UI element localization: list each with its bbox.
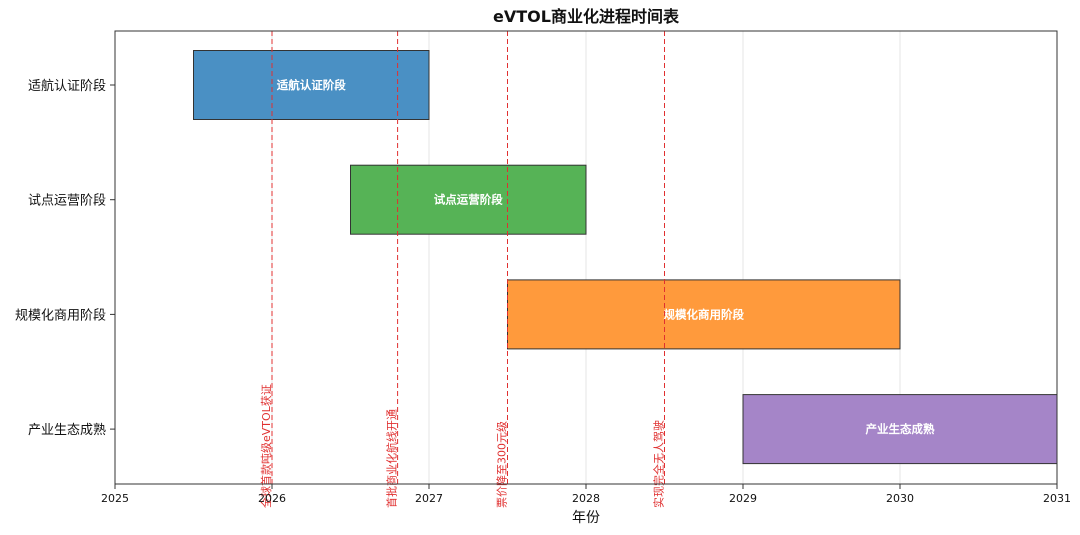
- y-tick-label-0: 适航认证阶段: [28, 78, 106, 94]
- x-tick-label-2031: 2031: [1043, 492, 1071, 505]
- x-tick-label-2028: 2028: [572, 492, 600, 505]
- milestone-label-2: 票价降至300元级: [495, 421, 509, 508]
- x-tick-label-2026: 2026: [258, 492, 286, 505]
- x-tick-label-2029: 2029: [729, 492, 757, 505]
- phase-bar-label-1: 试点运营阶段: [434, 193, 503, 207]
- x-axis: 2025 2026 2027 2028 2029 2030 2031: [101, 484, 1071, 505]
- phase-bar-0: [193, 50, 430, 120]
- chart-title: eVTOL商业化进程时间表: [493, 7, 680, 26]
- x-tick-label-2025: 2025: [101, 492, 129, 505]
- phase-bar-label-3: 产业生态成熟: [866, 422, 935, 436]
- phase-bar-label-2: 规模化商用阶段: [664, 307, 745, 321]
- phase-bar-2: [507, 279, 901, 350]
- y-tick-label-1: 试点运营阶段: [28, 194, 106, 209]
- x-tick-label-2030: 2030: [886, 492, 914, 505]
- x-tick-label-2027: 2027: [415, 492, 443, 505]
- milestone-label-0: 全球首款吨级eVTOL获证: [259, 384, 273, 508]
- milestone-label-3: 实现完全无人驾驶: [652, 420, 666, 508]
- phase-bar-label-0: 适航认证阶段: [277, 78, 346, 92]
- y-tick-label-3: 产业生态成熟: [28, 422, 106, 438]
- milestone-label-1: 首批商业化航线开通: [385, 409, 399, 508]
- x-axis-label: 年份: [572, 510, 600, 526]
- milestone-layer: 全球首款吨级eVTOL获证 首批商业化航线开通 票价降至300元级 实现完全无人驾驶: [259, 31, 666, 508]
- phase-bar-1: [350, 164, 587, 235]
- phase-bar-3: [742, 394, 1058, 465]
- y-tick-label-2: 规模化商用阶段: [15, 308, 106, 323]
